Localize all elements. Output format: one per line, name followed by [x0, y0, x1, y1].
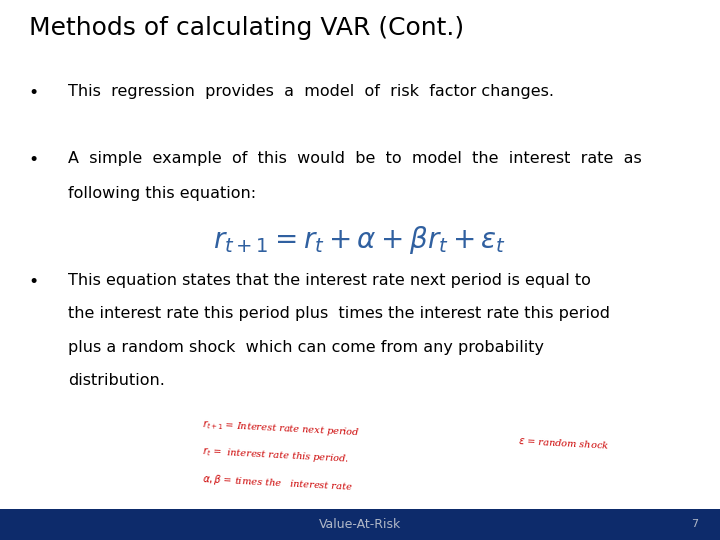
- Text: 7: 7: [691, 519, 698, 529]
- Text: $r_t$ =  interest rate this period.: $r_t$ = interest rate this period.: [202, 446, 349, 466]
- Text: $\alpha, \beta$ = times the   interest rate: $\alpha, \beta$ = times the interest rat…: [202, 472, 353, 494]
- Text: following this equation:: following this equation:: [68, 186, 256, 201]
- Text: $\varepsilon$ = random shock: $\varepsilon$ = random shock: [518, 435, 610, 450]
- Text: the interest rate this period plus  times the interest rate this period: the interest rate this period plus times…: [68, 306, 611, 321]
- Text: Methods of calculating VAR (Cont.): Methods of calculating VAR (Cont.): [29, 16, 464, 40]
- Text: •: •: [29, 273, 39, 291]
- Text: Value-At-Risk: Value-At-Risk: [319, 518, 401, 531]
- Text: distribution.: distribution.: [68, 373, 166, 388]
- Text: This  regression  provides  a  model  of  risk  factor changes.: This regression provides a model of risk…: [68, 84, 554, 99]
- FancyBboxPatch shape: [0, 509, 720, 540]
- Text: •: •: [29, 84, 39, 102]
- Text: plus a random shock  which can come from any probability: plus a random shock which can come from …: [68, 340, 544, 355]
- Text: This equation states that the interest rate next period is equal to: This equation states that the interest r…: [68, 273, 591, 288]
- Text: A  simple  example  of  this  would  be  to  model  the  interest  rate  as: A simple example of this would be to mod…: [68, 151, 642, 166]
- Text: •: •: [29, 151, 39, 169]
- Text: $r_{t+1}$ = Interest rate next period: $r_{t+1}$ = Interest rate next period: [202, 418, 360, 440]
- Text: $r_{t+1} = r_t + \alpha + \beta r_t + \varepsilon_t$: $r_{t+1} = r_t + \alpha + \beta r_t + \v…: [213, 224, 507, 256]
